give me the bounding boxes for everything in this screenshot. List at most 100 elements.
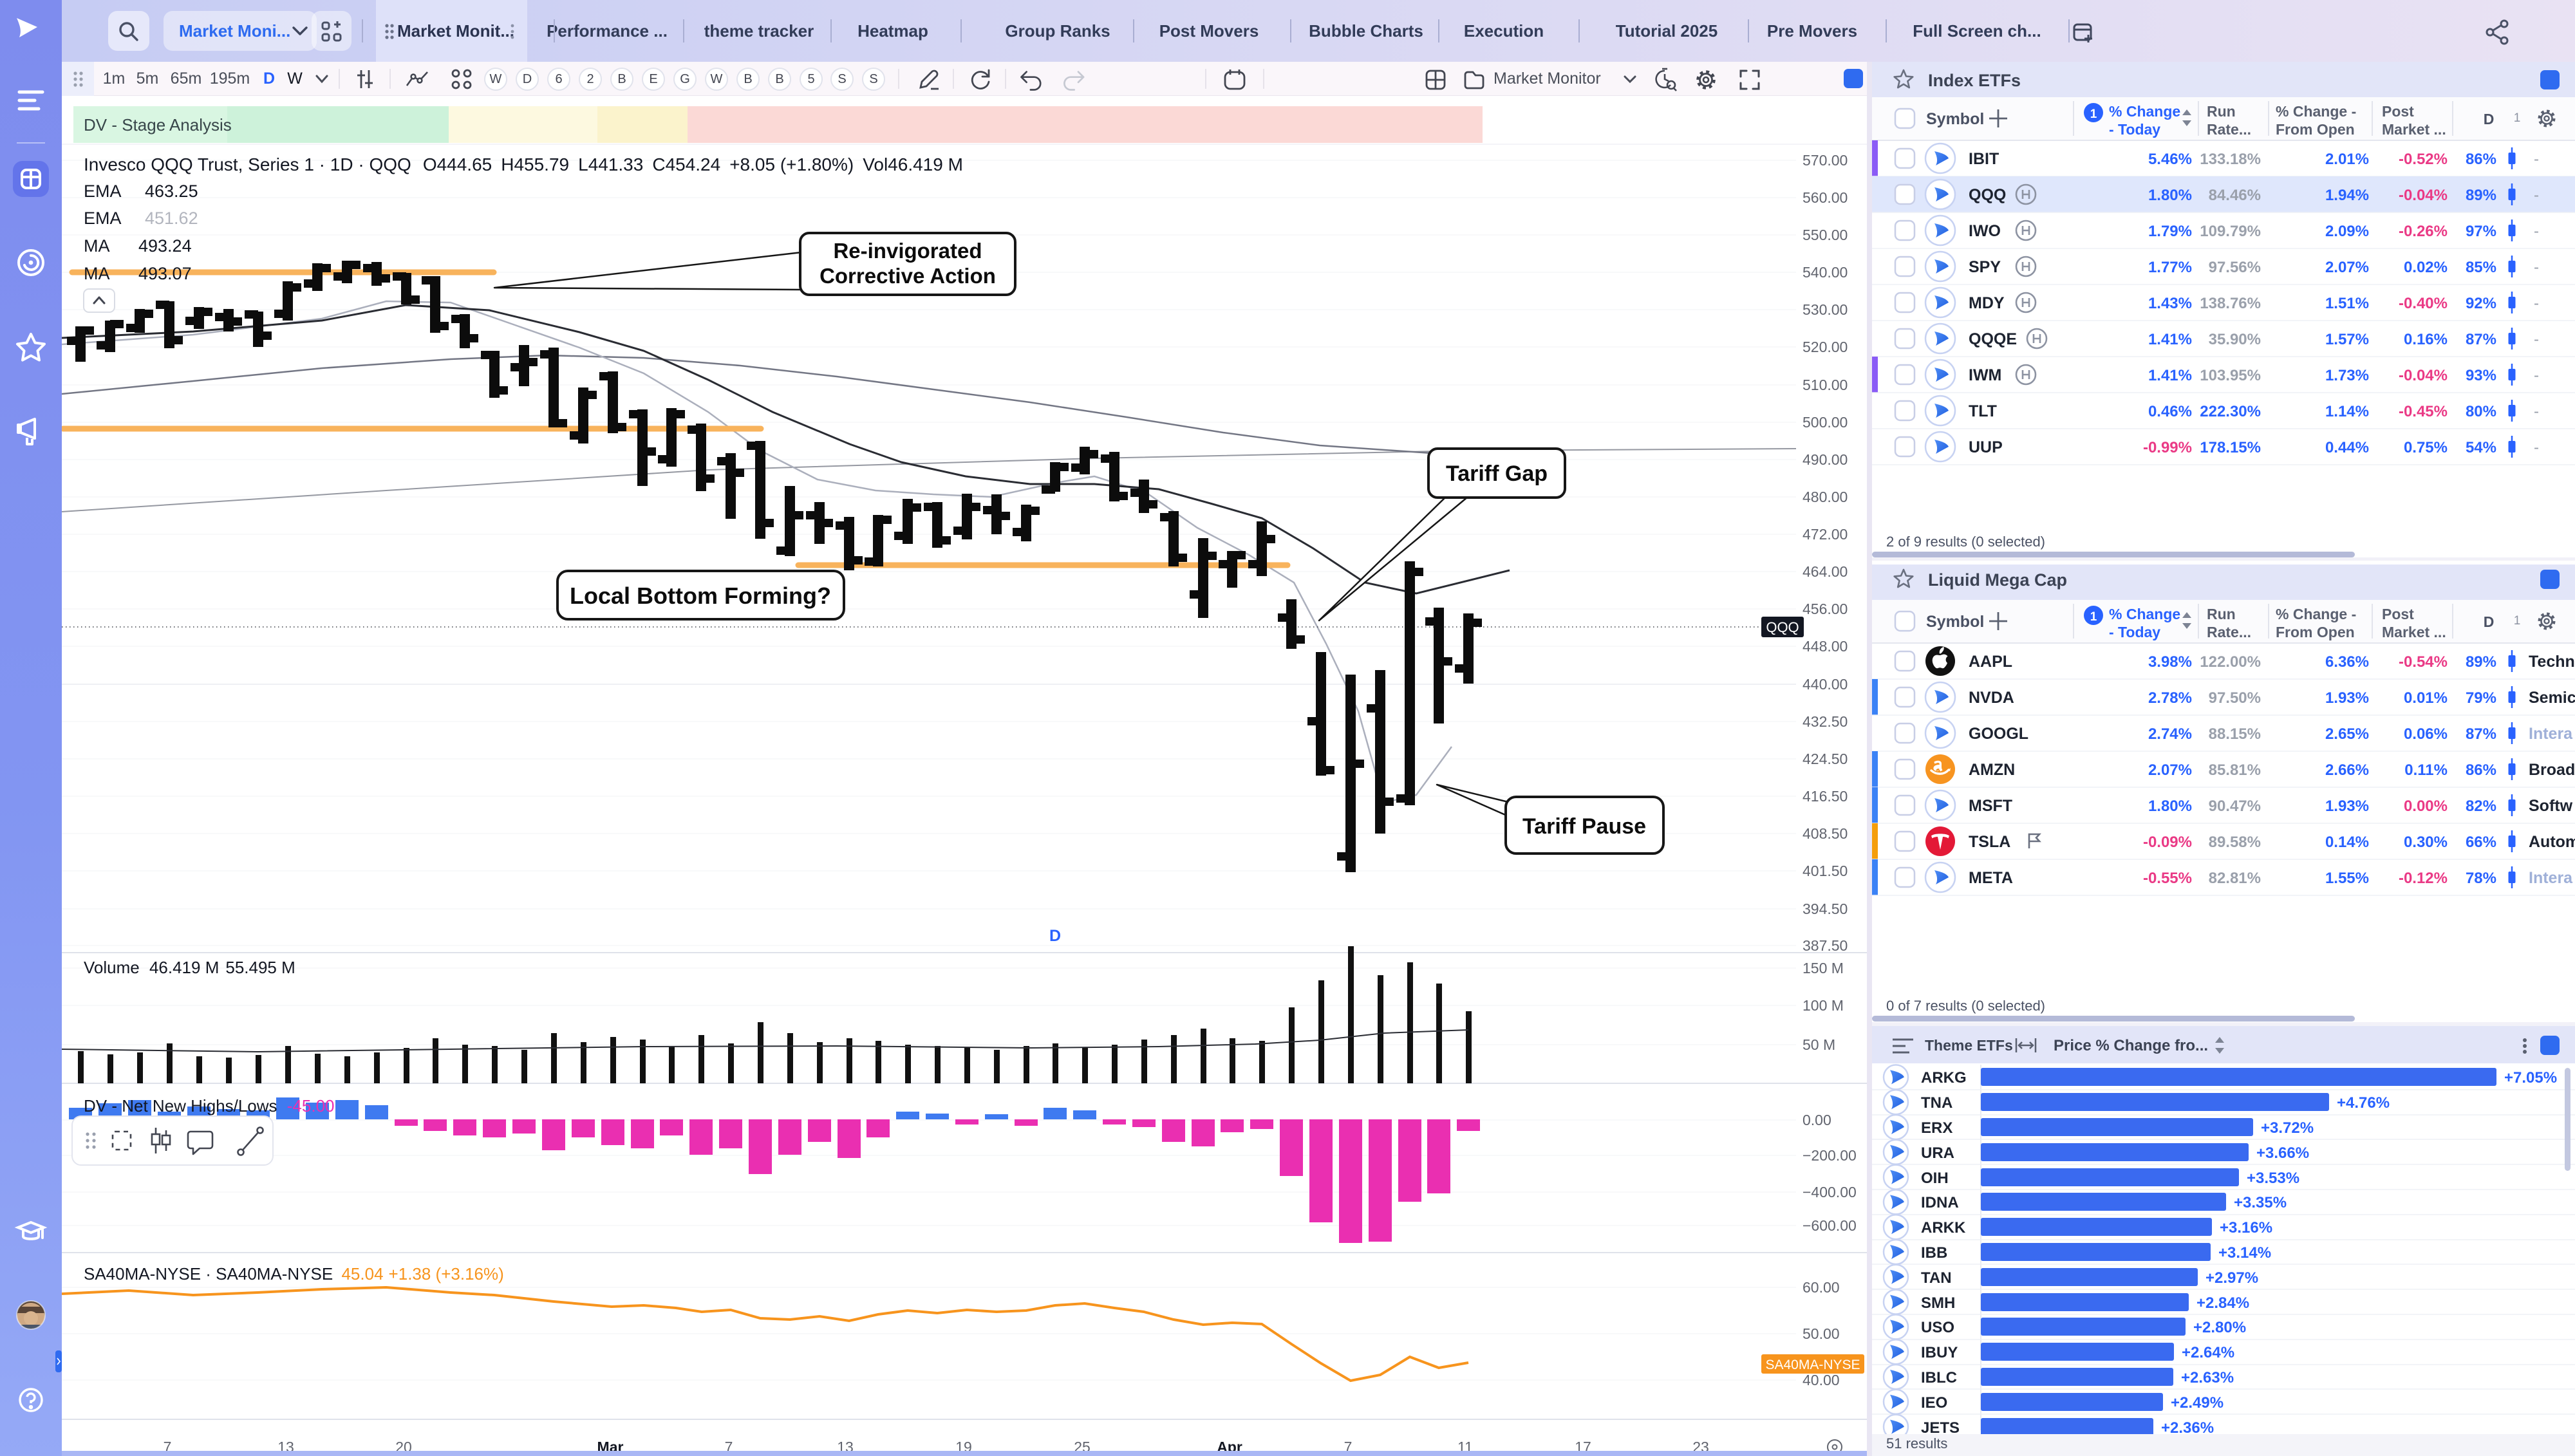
- svg-text:IEO: IEO: [1921, 1394, 1947, 1412]
- svg-text:51 results: 51 results: [1886, 1435, 1947, 1451]
- svg-text:% Change -: % Change -: [2276, 606, 2356, 622]
- svg-text:NVDA: NVDA: [1969, 689, 2014, 707]
- svg-text:-0.12%: -0.12%: [2399, 870, 2448, 887]
- svg-text:Theme ETFs: Theme ETFs: [1925, 1037, 2013, 1054]
- svg-text:IWO: IWO: [1969, 222, 2001, 240]
- svg-text:493.24: 493.24: [138, 236, 192, 256]
- svg-text:Tariff Gap: Tariff Gap: [1446, 462, 1548, 486]
- svg-text:0.00%: 0.00%: [2404, 798, 2448, 815]
- svg-text:MA: MA: [84, 264, 110, 283]
- svg-text:150 M: 150 M: [1803, 960, 1844, 976]
- svg-text:QQQ: QQQ: [1969, 186, 2006, 204]
- svg-text:1: 1: [2514, 111, 2521, 125]
- svg-text:1.55%: 1.55%: [2325, 870, 2369, 887]
- svg-text:520.00: 520.00: [1803, 339, 1848, 355]
- svg-text:0.00: 0.00: [1803, 1112, 1831, 1128]
- svg-text:2.01%: 2.01%: [2325, 151, 2369, 168]
- svg-text:1.79%: 1.79%: [2148, 223, 2192, 240]
- svg-text:84.46%: 84.46%: [2209, 187, 2261, 204]
- svg-text:AAPL: AAPL: [1969, 653, 2012, 671]
- svg-text:SA40MA-NYSE · SA40MA-NYSE 45.0: SA40MA-NYSE · SA40MA-NYSE 45.04 +1.38 (+3…: [84, 1264, 504, 1283]
- svg-text:78%: 78%: [2466, 870, 2496, 887]
- svg-text:92%: 92%: [2466, 295, 2496, 312]
- svg-text:2.74%: 2.74%: [2148, 725, 2192, 743]
- svg-text:+2.80%: +2.80%: [2193, 1319, 2246, 1336]
- svg-text:UUP: UUP: [1969, 438, 2003, 456]
- svg-text:+2.97%: +2.97%: [2205, 1269, 2258, 1287]
- svg-text:IBB: IBB: [1921, 1244, 1947, 1262]
- svg-text:408.50: 408.50: [1803, 825, 1848, 842]
- svg-text:+3.16%: +3.16%: [2220, 1219, 2272, 1237]
- svg-text:USO: USO: [1921, 1319, 1954, 1336]
- svg-text:Symbol: Symbol: [1926, 110, 1984, 128]
- svg-text:1.14%: 1.14%: [2325, 403, 2369, 420]
- svg-text:394.50: 394.50: [1803, 901, 1848, 917]
- svg-text:-: -: [2534, 223, 2539, 240]
- svg-text:IBLC: IBLC: [1921, 1369, 1957, 1386]
- svg-text:222.30%: 222.30%: [2200, 403, 2261, 420]
- svg-text:Price % Change fro...: Price % Change fro...: [2054, 1037, 2208, 1054]
- svg-text:+2.84%: +2.84%: [2196, 1294, 2249, 1312]
- svg-text:82.81%: 82.81%: [2209, 870, 2261, 887]
- svg-text:138.76%: 138.76%: [2200, 295, 2261, 312]
- svg-text:+3.35%: +3.35%: [2234, 1194, 2287, 1211]
- svg-text:D: D: [2484, 111, 2495, 127]
- svg-text:451.62: 451.62: [145, 209, 198, 228]
- svg-text:- Today: - Today: [2109, 624, 2160, 640]
- svg-text:-0.99%: -0.99%: [2143, 439, 2192, 456]
- svg-text:-: -: [2534, 151, 2539, 168]
- svg-text:From Open: From Open: [2276, 121, 2355, 138]
- svg-text:1: 1: [2514, 614, 2521, 628]
- svg-text:IDNA: IDNA: [1921, 1194, 1959, 1211]
- svg-text:1.51%: 1.51%: [2325, 295, 2369, 312]
- svg-text:+2.63%: +2.63%: [2181, 1369, 2234, 1386]
- svg-text:TLT: TLT: [1969, 402, 1997, 420]
- svg-text:1.41%: 1.41%: [2148, 331, 2192, 348]
- svg-text:416.50: 416.50: [1803, 788, 1848, 805]
- svg-text:87%: 87%: [2466, 725, 2496, 743]
- svg-text:-0.40%: -0.40%: [2399, 295, 2448, 312]
- svg-text:-0.45%: -0.45%: [2399, 403, 2448, 420]
- svg-text:From Open: From Open: [2276, 624, 2355, 640]
- svg-text:EMA: EMA: [84, 209, 122, 228]
- svg-text:0.11%: 0.11%: [2404, 761, 2448, 779]
- svg-text:50 M: 50 M: [1803, 1036, 1835, 1053]
- svg-text:80%: 80%: [2466, 403, 2496, 420]
- svg-text:0 of 7 results (0 selected): 0 of 7 results (0 selected): [1886, 998, 2045, 1014]
- svg-text:MDY: MDY: [1969, 294, 2005, 312]
- svg-text:- Today: - Today: [2109, 121, 2160, 138]
- svg-text:0.46%: 0.46%: [2148, 403, 2192, 420]
- svg-text:93%: 93%: [2466, 367, 2496, 384]
- svg-text:1.73%: 1.73%: [2325, 367, 2369, 384]
- svg-text:88.15%: 88.15%: [2209, 725, 2261, 743]
- svg-text:Local Bottom Forming?: Local Bottom Forming?: [570, 583, 831, 609]
- svg-text:0.16%: 0.16%: [2404, 331, 2448, 348]
- svg-text:+3.53%: +3.53%: [2247, 1170, 2299, 1187]
- svg-text:493.07: 493.07: [138, 264, 192, 283]
- svg-text:TSLA: TSLA: [1969, 833, 2010, 851]
- svg-text:Autom: Autom: [2529, 833, 2575, 851]
- svg-text:Rate...: Rate...: [2207, 121, 2251, 138]
- svg-text:+3.72%: +3.72%: [2261, 1119, 2314, 1137]
- svg-text:Post: Post: [2382, 606, 2414, 622]
- svg-text:97%: 97%: [2466, 223, 2496, 240]
- svg-text:Invesco QQQ Trust, Series 1 ·: Invesco QQQ Trust, Series 1 · 1D · QQQ O4…: [84, 154, 963, 174]
- svg-text:+4.76%: +4.76%: [2337, 1094, 2390, 1112]
- svg-text:-: -: [2534, 187, 2539, 204]
- svg-text:Rate...: Rate...: [2207, 624, 2251, 640]
- svg-text:% Change: % Change: [2109, 103, 2180, 120]
- svg-text:D: D: [2484, 613, 2495, 630]
- svg-text:OIH: OIH: [1921, 1170, 1949, 1187]
- svg-text:+2.36%: +2.36%: [2161, 1419, 2214, 1437]
- svg-text:Run: Run: [2207, 103, 2236, 120]
- svg-text:85.81%: 85.81%: [2209, 761, 2261, 779]
- svg-text:550.00: 550.00: [1803, 227, 1848, 243]
- svg-text:2.65%: 2.65%: [2325, 725, 2369, 743]
- svg-text:QQQ: QQQ: [1766, 619, 1799, 635]
- svg-text:89%: 89%: [2466, 653, 2496, 671]
- svg-text:490.00: 490.00: [1803, 451, 1848, 468]
- svg-text:-0.54%: -0.54%: [2399, 653, 2448, 671]
- svg-text:133.18%: 133.18%: [2200, 151, 2261, 168]
- svg-text:50.00: 50.00: [1803, 1325, 1840, 1342]
- svg-text:87%: 87%: [2466, 331, 2496, 348]
